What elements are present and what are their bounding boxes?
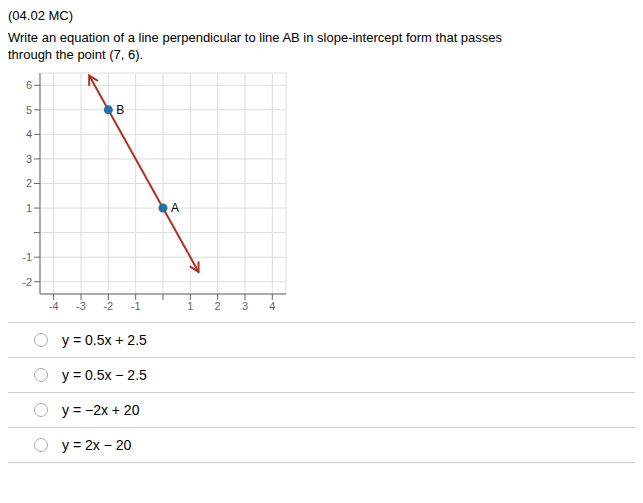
svg-text:4: 4	[26, 128, 32, 140]
svg-text:-4: -4	[49, 300, 59, 312]
svg-text:4: 4	[269, 300, 275, 312]
svg-text:1: 1	[26, 202, 32, 214]
svg-text:-1: -1	[131, 300, 141, 312]
html-text:Write an equation of a line pe: Write an equation of a line perpendicula…	[8, 30, 502, 45]
svg-text:2: 2	[215, 300, 221, 312]
svg-text:6: 6	[26, 79, 32, 91]
svg-text:-2: -2	[22, 276, 32, 288]
html-text:y = 0.5x − 2.5: y = 0.5x − 2.5	[62, 367, 147, 383]
svg-text:2: 2	[26, 177, 32, 189]
svg-text:3: 3	[26, 153, 32, 165]
svg-text:B: B	[116, 103, 124, 117]
svg-text:A: A	[171, 201, 179, 215]
svg-text:-3: -3	[76, 300, 86, 312]
svg-text:5: 5	[26, 104, 32, 116]
svg-text:1: 1	[187, 300, 193, 312]
html-text:y = −2x + 20: y = −2x + 20	[62, 402, 140, 418]
html-text:y = 2x − 20: y = 2x − 20	[62, 437, 132, 453]
html-text:through the point (7, 6).: through the point (7, 6).	[8, 47, 144, 62]
html-text:y = 0.5x + 2.5: y = 0.5x + 2.5	[62, 332, 147, 348]
svg-text:-1: -1	[22, 251, 32, 263]
html-text:(04.02 MC): (04.02 MC)	[8, 8, 73, 23]
svg-text:-2: -2	[103, 300, 113, 312]
svg-text:3: 3	[242, 300, 248, 312]
